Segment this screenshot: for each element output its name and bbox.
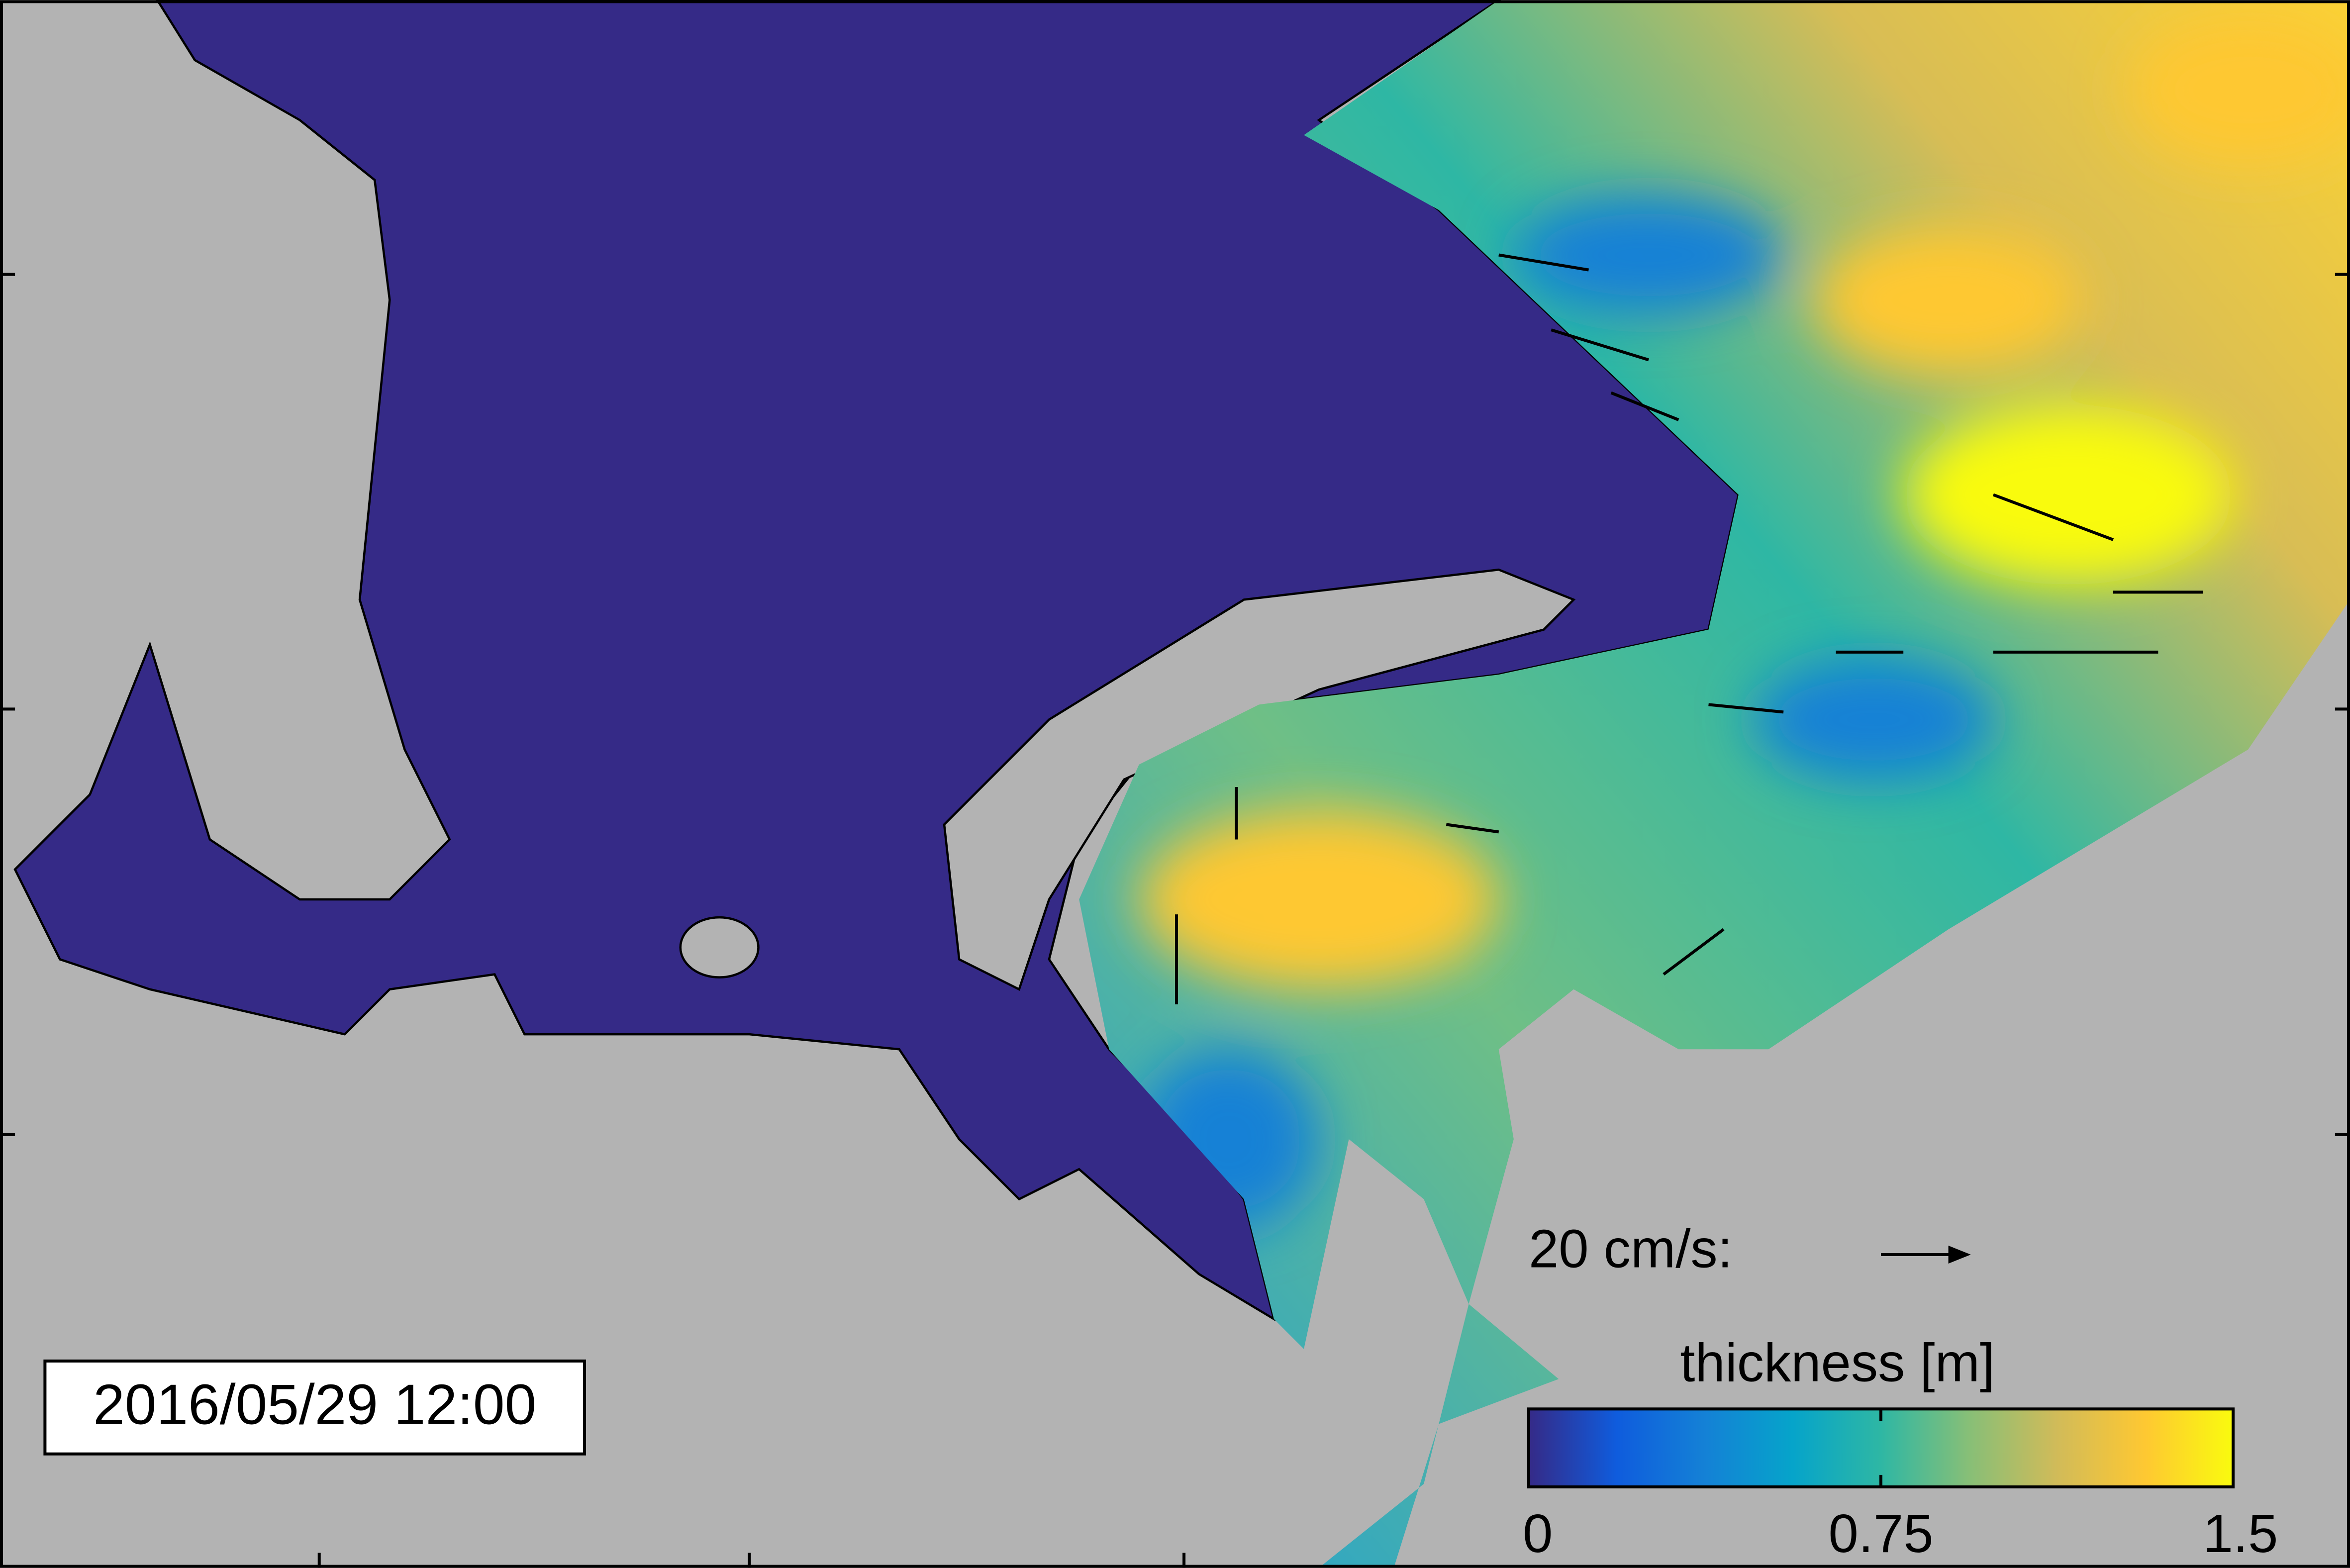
colorbar-ticks: 0 0.75 1.5 — [1523, 1409, 2278, 1564]
drift-arrows — [1175, 253, 2203, 1004]
peninsula — [943, 568, 1576, 991]
colorbar-label: thickness [m] — [1680, 1333, 1995, 1393]
timestamp: 2016/05/29 12:00 — [93, 1373, 536, 1437]
colorbar-tick-label: 0.75 — [1828, 1503, 1933, 1564]
timestamp-box — [43, 1359, 586, 1456]
velocity-scale-label: 20 cm/s: — [1529, 1219, 1733, 1279]
velocity-scale-arrow — [1881, 1245, 1971, 1264]
thickness-patches — [1139, 15, 2350, 1229]
colorbar — [1527, 1407, 2235, 1488]
colorbar-tick-label: 1.5 — [2203, 1503, 2278, 1564]
island — [679, 916, 760, 979]
colorbar-tick-label: 0 — [1523, 1503, 1553, 1564]
